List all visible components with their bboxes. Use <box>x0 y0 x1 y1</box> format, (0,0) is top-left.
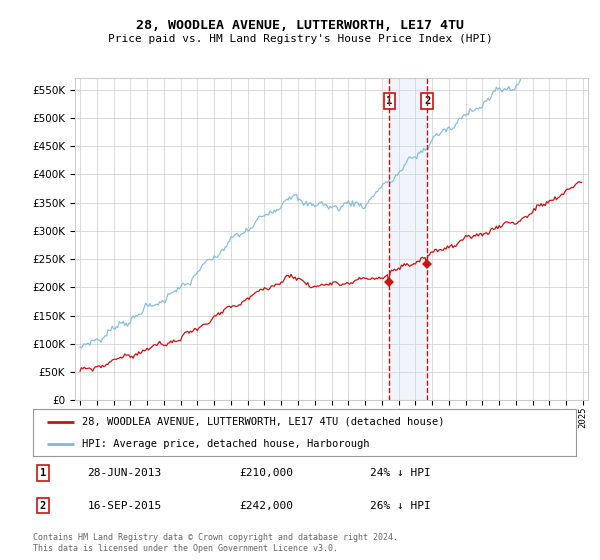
Bar <box>389 78 427 400</box>
Text: 24% ↓ HPI: 24% ↓ HPI <box>370 468 430 478</box>
Text: £242,000: £242,000 <box>239 501 293 511</box>
Text: 26% ↓ HPI: 26% ↓ HPI <box>370 501 430 511</box>
Text: 2: 2 <box>40 501 46 511</box>
Text: 2: 2 <box>424 96 430 106</box>
Text: HPI: Average price, detached house, Harborough: HPI: Average price, detached house, Harb… <box>82 438 370 449</box>
Text: 28, WOODLEA AVENUE, LUTTERWORTH, LE17 4TU: 28, WOODLEA AVENUE, LUTTERWORTH, LE17 4T… <box>136 18 464 32</box>
Text: Contains HM Land Registry data © Crown copyright and database right 2024.
This d: Contains HM Land Registry data © Crown c… <box>33 533 398 553</box>
Text: 28, WOODLEA AVENUE, LUTTERWORTH, LE17 4TU (detached house): 28, WOODLEA AVENUE, LUTTERWORTH, LE17 4T… <box>82 417 445 427</box>
Text: Price paid vs. HM Land Registry's House Price Index (HPI): Price paid vs. HM Land Registry's House … <box>107 34 493 44</box>
Text: 1: 1 <box>40 468 46 478</box>
Text: 1: 1 <box>386 96 392 106</box>
Text: 16-SEP-2015: 16-SEP-2015 <box>88 501 161 511</box>
Text: £210,000: £210,000 <box>239 468 293 478</box>
Text: 28-JUN-2013: 28-JUN-2013 <box>88 468 161 478</box>
